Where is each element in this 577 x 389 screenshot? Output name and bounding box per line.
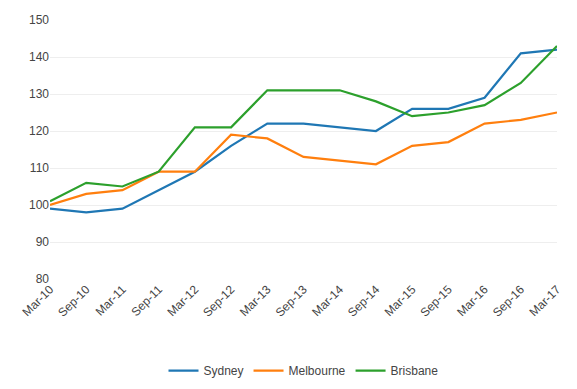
svg-text:Sep-13: Sep-13 [273, 282, 310, 319]
svg-text:Sydney: Sydney [204, 364, 244, 378]
svg-text:Sep-10: Sep-10 [55, 282, 92, 319]
svg-text:Mar-13: Mar-13 [237, 282, 274, 319]
svg-text:Sep-15: Sep-15 [417, 282, 454, 319]
svg-text:Mar-10: Mar-10 [20, 282, 57, 319]
svg-text:Sep-11: Sep-11 [128, 282, 165, 319]
svg-text:150: 150 [29, 13, 49, 27]
svg-text:Mar-11: Mar-11 [93, 282, 129, 318]
svg-text:110: 110 [30, 161, 49, 175]
svg-text:Mar-14: Mar-14 [309, 282, 346, 319]
svg-text:90: 90 [36, 235, 50, 249]
svg-text:80: 80 [36, 272, 50, 286]
svg-text:140: 140 [29, 50, 49, 64]
svg-text:Sep-16: Sep-16 [490, 282, 527, 319]
svg-text:Sep-14: Sep-14 [345, 282, 382, 319]
svg-text:Mar-17: Mar-17 [527, 282, 564, 319]
svg-text:100: 100 [29, 198, 49, 212]
svg-text:Brisbane: Brisbane [391, 364, 439, 378]
svg-text:Mar-12: Mar-12 [164, 282, 201, 319]
svg-text:130: 130 [29, 87, 49, 101]
svg-text:120: 120 [29, 124, 49, 138]
svg-text:Mar-16: Mar-16 [454, 282, 491, 319]
svg-text:Mar-15: Mar-15 [382, 282, 419, 319]
svg-text:Sep-12: Sep-12 [200, 282, 237, 319]
svg-text:Melbourne: Melbourne [289, 364, 346, 378]
